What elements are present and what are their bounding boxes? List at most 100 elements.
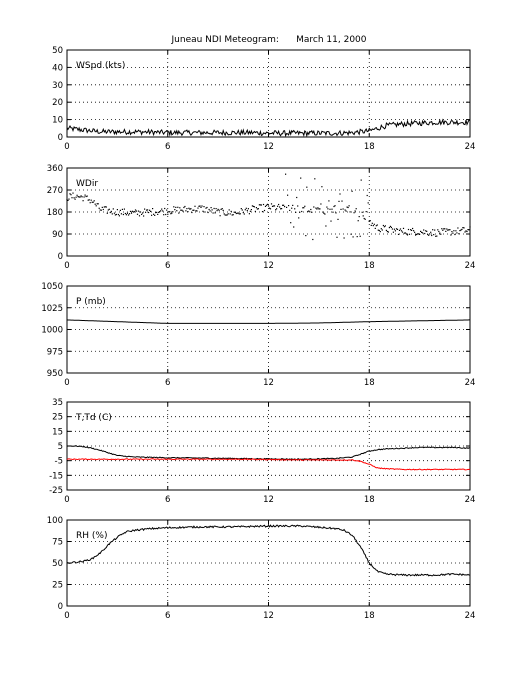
data-point bbox=[293, 226, 295, 228]
y-tick-label: 975 bbox=[47, 347, 63, 357]
data-point bbox=[294, 208, 296, 210]
data-point bbox=[113, 212, 115, 214]
data-point bbox=[345, 210, 347, 212]
data-point bbox=[412, 227, 414, 230]
data-point bbox=[170, 213, 172, 215]
data-point bbox=[270, 203, 273, 205]
data-point bbox=[216, 210, 218, 212]
data-point bbox=[455, 230, 457, 232]
x-tick-label: 18 bbox=[364, 495, 375, 505]
data-point bbox=[74, 198, 76, 200]
data-point bbox=[267, 205, 270, 207]
data-point bbox=[125, 214, 127, 216]
data-point bbox=[428, 234, 430, 236]
x-tick-label: 18 bbox=[364, 378, 375, 388]
panel-1: 0 6 12 18 24 0 90 180 270 360 WDir bbox=[47, 164, 476, 271]
data-point bbox=[424, 232, 426, 235]
data-point bbox=[248, 213, 250, 215]
panel-0: 0 6 12 18 24 0 10 20 30 40 50 WSpd (kts) bbox=[52, 46, 475, 152]
series-line-0 bbox=[66, 524, 471, 577]
data-point bbox=[318, 208, 320, 210]
data-point bbox=[346, 206, 348, 208]
data-point bbox=[89, 202, 91, 204]
data-point bbox=[321, 186, 323, 188]
data-point bbox=[152, 208, 154, 210]
data-point bbox=[382, 224, 384, 227]
data-point bbox=[360, 179, 362, 181]
data-point bbox=[273, 205, 276, 207]
data-point bbox=[463, 227, 465, 229]
data-point bbox=[309, 211, 311, 213]
data-point bbox=[385, 229, 387, 231]
data-point bbox=[192, 209, 194, 211]
data-point bbox=[352, 236, 354, 238]
data-point bbox=[433, 234, 435, 236]
data-point bbox=[289, 209, 291, 211]
data-point bbox=[365, 211, 367, 213]
data-point bbox=[218, 209, 220, 211]
data-point bbox=[429, 233, 431, 235]
data-point bbox=[275, 209, 277, 211]
y-tick-label: 180 bbox=[47, 208, 63, 218]
data-point bbox=[425, 230, 427, 232]
data-point bbox=[77, 196, 79, 198]
data-point bbox=[406, 234, 409, 236]
data-point bbox=[159, 211, 161, 213]
data-point bbox=[87, 199, 89, 201]
data-point bbox=[292, 204, 294, 206]
data-point bbox=[384, 225, 386, 227]
data-point bbox=[343, 237, 345, 239]
x-tick-label: 24 bbox=[465, 142, 476, 152]
data-point bbox=[115, 213, 117, 216]
data-point bbox=[303, 207, 305, 209]
data-point bbox=[221, 208, 223, 210]
data-point bbox=[142, 212, 144, 214]
data-point bbox=[417, 233, 419, 235]
data-point bbox=[210, 207, 212, 209]
data-point bbox=[66, 199, 68, 201]
data-point bbox=[96, 203, 98, 205]
x-tick-label: 0 bbox=[64, 378, 69, 388]
data-point bbox=[367, 202, 369, 204]
data-point bbox=[121, 208, 123, 210]
data-point bbox=[86, 195, 88, 197]
data-point bbox=[415, 234, 417, 236]
data-point bbox=[149, 209, 151, 211]
data-point bbox=[459, 230, 461, 232]
data-point bbox=[416, 233, 418, 235]
data-point bbox=[461, 228, 463, 230]
data-point bbox=[308, 210, 310, 212]
data-point bbox=[356, 236, 358, 238]
data-point bbox=[204, 211, 206, 213]
data-point bbox=[118, 215, 120, 217]
data-point bbox=[317, 207, 319, 209]
data-point bbox=[279, 206, 281, 208]
data-point bbox=[184, 205, 186, 208]
data-point bbox=[247, 208, 249, 210]
data-point bbox=[358, 216, 360, 218]
data-point bbox=[411, 229, 413, 231]
data-point bbox=[323, 212, 325, 214]
data-point bbox=[223, 213, 225, 215]
data-point bbox=[266, 203, 269, 205]
data-point bbox=[374, 227, 376, 229]
data-point bbox=[85, 195, 87, 198]
x-tick-label: 24 bbox=[465, 378, 476, 388]
data-point bbox=[383, 226, 385, 228]
data-point bbox=[362, 215, 364, 217]
data-point bbox=[154, 214, 156, 216]
data-point bbox=[283, 204, 285, 206]
data-point bbox=[297, 205, 299, 207]
data-point bbox=[97, 203, 99, 205]
data-point bbox=[171, 212, 173, 214]
data-point bbox=[236, 212, 238, 214]
data-point bbox=[102, 208, 104, 211]
data-point bbox=[100, 209, 102, 211]
data-point bbox=[447, 229, 449, 231]
data-point bbox=[330, 220, 332, 222]
data-point bbox=[246, 209, 248, 212]
data-point bbox=[436, 235, 438, 237]
data-point bbox=[254, 210, 256, 212]
data-point bbox=[300, 177, 302, 179]
data-point bbox=[94, 203, 96, 205]
